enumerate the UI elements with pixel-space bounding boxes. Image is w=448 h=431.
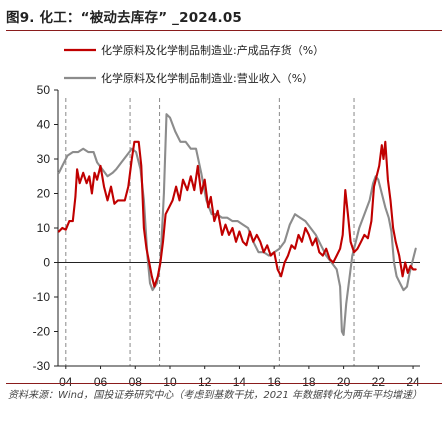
series-line-1 [57,113,417,336]
title-rule [6,30,442,31]
legend: 化学原料及化学制品制造业:产成品存货（%） 化学原料及化学制品制造业:营业收入（%… [64,43,324,85]
reference-lines [65,98,355,366]
x-tick-label: 16 [267,375,281,389]
x-tick-label: 22 [372,375,386,389]
x-tick-label: 24 [406,375,420,389]
x-tick-label: 10 [163,375,177,389]
x-tick-label: 20 [337,375,351,389]
figure-title: 图9. 化工：“被动去库存” _2024.05 [6,10,243,26]
y-tick-label: 30 [37,152,51,166]
axes: 50 40 30 20 10 0 -10 -20 -30 04 06 08 10 12 14 16 18 20 22… [33,83,420,389]
legend-label-1: 化学原料及化学制品制造业:营业收入（%） [101,71,313,85]
source-rule [6,383,442,384]
x-tick-label: 06 [94,375,108,389]
x-tick-label: 04 [59,375,73,389]
y-tick-label: 20 [37,187,51,201]
y-tick-label: -10 [33,290,51,304]
x-tick-label: 12 [198,375,212,389]
legend-label-0: 化学原料及化学制品制造业:产成品存货（%） [101,43,324,57]
y-tick-label: -30 [33,359,51,373]
source-note: 资料来源：Wind，国投证券研究中心（考虑到基数干扰，2021 年数据转化为两年… [8,390,422,401]
x-tick-label: 18 [302,375,316,389]
y-tick-label: 40 [37,118,51,132]
y-tick-label: 10 [37,221,51,235]
x-tick-label: 14 [233,375,247,389]
y-tick-label: 50 [37,83,51,97]
x-tick-label: 08 [129,375,143,389]
series-line-0 [57,140,417,288]
y-tick-label: -20 [33,325,51,339]
series-lines [57,113,417,336]
y-tick-label: 0 [43,256,50,270]
